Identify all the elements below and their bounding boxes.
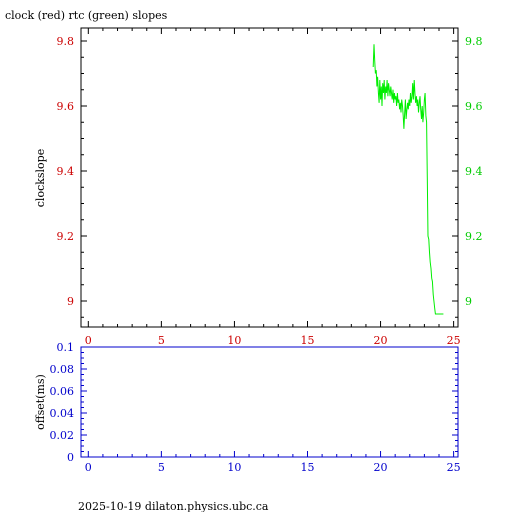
top-series-group xyxy=(372,44,444,315)
bottom-plot: 0 5 10 15 20 25 0 0.02 0.04 0.06 0.08 0.1 offset(m… xyxy=(34,341,461,474)
bottom-x-tick-labels: 0 5 10 15 20 25 xyxy=(85,461,461,474)
bottom-y-tick-label: 0 xyxy=(67,451,74,464)
bottom-x-tick-label: 25 xyxy=(447,461,461,474)
top-y-tick-label-right: 9.6 xyxy=(465,100,483,113)
top-x-tick-labels: 0 5 10 15 20 25 xyxy=(85,334,461,347)
footer-caption: 2025-10-19 dilaton.physics.ubc.ca xyxy=(78,500,269,512)
bottom-y-tick-label: 0.06 xyxy=(50,385,75,398)
top-tick-marks xyxy=(81,28,458,327)
chart-title: clock (red) rtc (green) slopes xyxy=(5,9,168,22)
bottom-y-tick-label: 0.1 xyxy=(57,341,75,354)
top-x-tick-label: 15 xyxy=(300,334,314,347)
top-left-y-tick-labels: 9 9.2 9.4 9.6 9.8 xyxy=(57,35,75,308)
top-plot: 0 5 10 15 20 25 9 9.2 9.4 9.6 9.8 9 9.2 9.4 9.6 9.8 c… xyxy=(34,27,483,347)
top-x-tick-label: 10 xyxy=(227,334,241,347)
bottom-x-tick-label: 20 xyxy=(374,461,388,474)
top-x-tick-label: 0 xyxy=(85,334,92,347)
top-plot-frame xyxy=(80,27,459,328)
top-x-tick-label: 20 xyxy=(374,334,388,347)
bottom-x-tick-label: 5 xyxy=(158,461,165,474)
bottom-x-tick-label: 0 xyxy=(85,461,92,474)
bottom-x-tick-label: 10 xyxy=(227,461,241,474)
top-y-tick-label-right: 9.2 xyxy=(465,230,483,243)
top-right-y-tick-labels: 9 9.2 9.4 9.6 9.8 xyxy=(465,35,483,308)
bottom-tick-marks xyxy=(81,346,458,458)
bottom-y-tick-label: 0.04 xyxy=(50,407,75,420)
top-y-axis-label: clockslope xyxy=(34,149,47,207)
rtc-slope-series-line xyxy=(372,44,444,315)
bottom-y-tick-label: 0.08 xyxy=(50,363,75,376)
top-x-tick-label: 5 xyxy=(158,334,165,347)
bottom-plot-frame xyxy=(80,346,459,458)
top-y-tick-label-right: 9.4 xyxy=(465,165,483,178)
bottom-x-tick-label: 15 xyxy=(300,461,314,474)
top-x-tick-label: 25 xyxy=(447,334,461,347)
top-y-tick-label-right: 9.8 xyxy=(465,35,483,48)
top-y-tick-label-left: 9.2 xyxy=(57,230,75,243)
top-y-tick-label-right: 9 xyxy=(465,295,472,308)
top-y-tick-label-left: 9 xyxy=(67,295,74,308)
top-y-tick-label-left: 9.6 xyxy=(57,100,75,113)
bottom-y-axis-label: offset(ms) xyxy=(34,374,47,430)
top-y-tick-label-left: 9.8 xyxy=(57,35,75,48)
bottom-y-tick-labels: 0 0.02 0.04 0.06 0.08 0.1 xyxy=(50,341,75,464)
top-y-tick-label-left: 9.4 xyxy=(57,165,75,178)
bottom-y-tick-label: 0.02 xyxy=(50,429,75,442)
